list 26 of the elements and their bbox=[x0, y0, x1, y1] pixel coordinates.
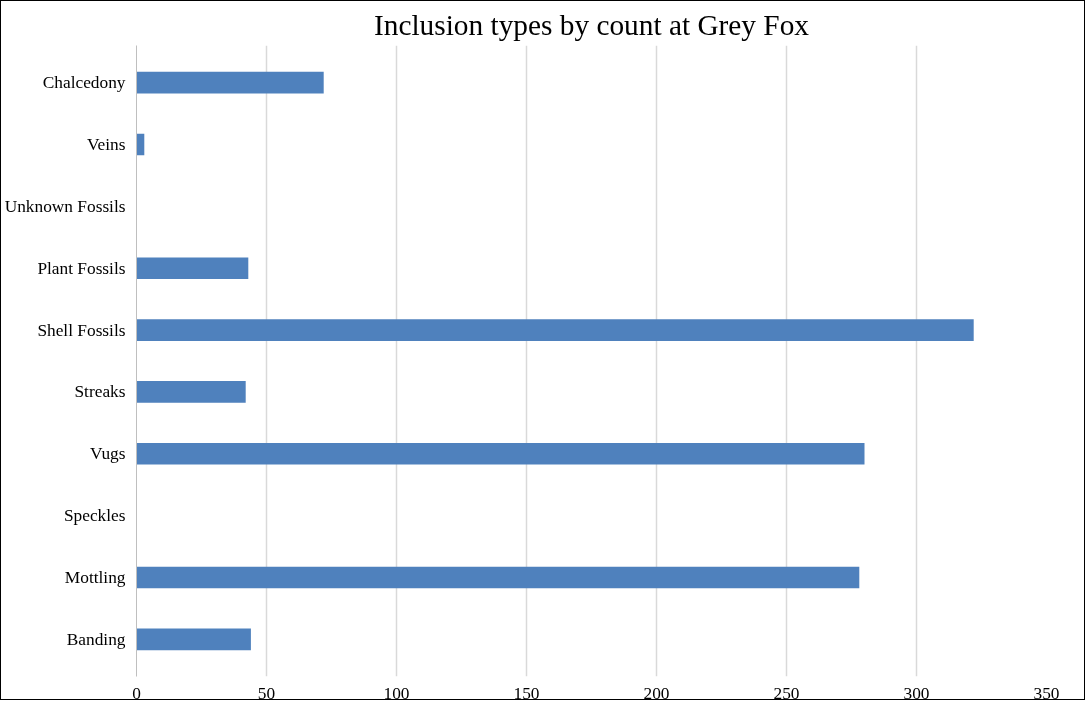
y-tick-label: Streaks bbox=[74, 382, 126, 402]
x-tick-label: 350 bbox=[1033, 683, 1060, 703]
bar bbox=[136, 319, 974, 341]
bar bbox=[136, 442, 865, 465]
x-tick-label: 50 bbox=[257, 683, 276, 703]
bar bbox=[136, 628, 251, 651]
y-tick-label: Unknown Fossils bbox=[4, 196, 126, 216]
x-tick-label: 0 bbox=[132, 683, 141, 703]
bar bbox=[136, 257, 249, 280]
x-tick-label: 100 bbox=[383, 683, 410, 703]
y-tick-label: Chalcedony bbox=[42, 73, 126, 93]
chart-title: Inclusion types by count at Grey Fox bbox=[374, 8, 810, 41]
x-tick-label: 150 bbox=[513, 683, 540, 703]
y-tick-label: Shell Fossils bbox=[37, 320, 126, 340]
x-tick-label: 200 bbox=[643, 683, 670, 703]
y-tick-label: Speckles bbox=[63, 506, 126, 526]
y-tick-label: Vugs bbox=[89, 444, 126, 464]
y-tick-label: Veins bbox=[86, 134, 126, 154]
bar bbox=[136, 71, 324, 94]
y-tick-label: Banding bbox=[66, 629, 126, 649]
y-tick-label: Mottling bbox=[64, 568, 126, 588]
bar bbox=[136, 566, 860, 589]
x-tick-label: 250 bbox=[773, 683, 800, 703]
x-tick-label: 300 bbox=[903, 683, 930, 703]
bar bbox=[136, 381, 246, 403]
y-tick-label: Plant Fossils bbox=[37, 258, 126, 278]
